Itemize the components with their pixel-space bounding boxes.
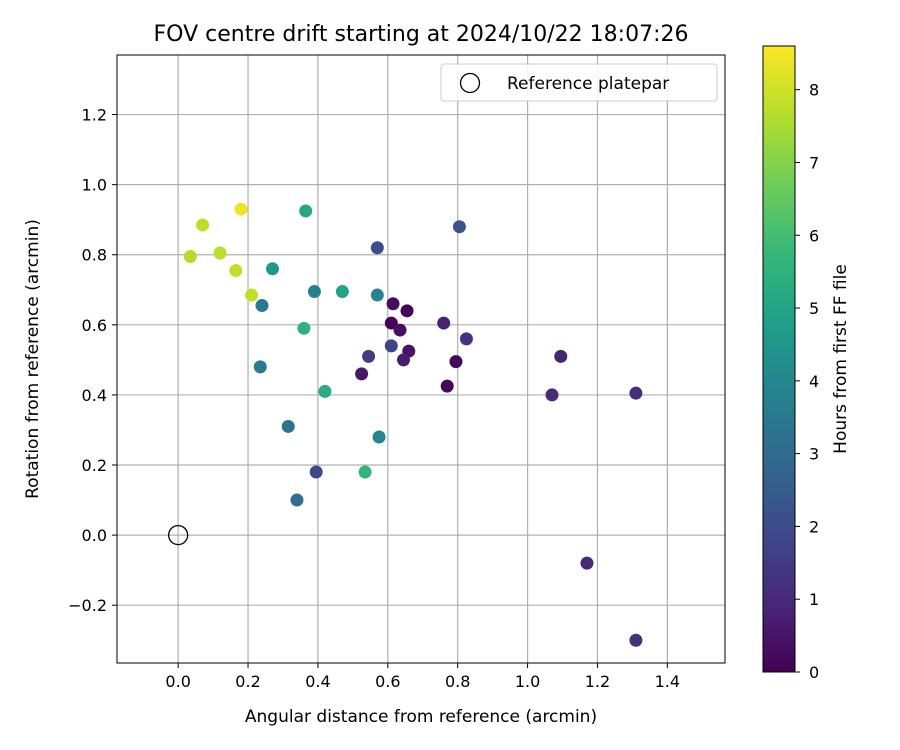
colorbar-tick-label: 2 <box>809 517 819 536</box>
colorbar-tick-label: 0 <box>809 663 819 682</box>
colorbar-label: Hours from first FF file <box>831 264 851 454</box>
colorbar-tick-label: 8 <box>809 81 819 100</box>
scatter-point <box>545 388 559 402</box>
reference-platepar-point <box>167 524 189 546</box>
x-tick-label: 0.4 <box>305 672 330 691</box>
colorbar-tick-label: 7 <box>809 153 819 172</box>
chart-title: FOV centre drift starting at 2024/10/22 … <box>154 22 689 47</box>
scatter-point <box>370 241 384 255</box>
scatter-point <box>290 493 304 507</box>
legend-label: Reference platepar <box>507 74 669 94</box>
scatter-point <box>297 321 311 335</box>
grid-lines <box>117 55 725 663</box>
scatter-point <box>437 316 451 330</box>
scatter-point <box>400 304 414 318</box>
scatter-point <box>370 288 384 302</box>
data-points <box>167 202 643 647</box>
scatter-point <box>213 246 227 260</box>
y-tick-label: 1.2 <box>82 106 107 125</box>
x-tick-label: 1.2 <box>585 672 610 691</box>
scatter-point <box>255 299 269 313</box>
y-axis-label: Rotation from reference (arcmin) <box>23 219 43 499</box>
scatter-point <box>629 633 643 647</box>
scatter-point <box>449 355 463 369</box>
scatter-point <box>554 349 568 363</box>
scatter-point <box>384 316 398 330</box>
scatter-point <box>335 285 349 299</box>
x-tick-label: 1.0 <box>515 672 540 691</box>
y-tick-label: −0.2 <box>68 596 107 615</box>
scatter-point <box>196 218 210 232</box>
scatter-point <box>459 332 473 346</box>
colorbar: 0 1 2 3 4 5 6 7 8 Hours from first FF file <box>762 45 851 682</box>
scatter-point <box>629 386 643 400</box>
colorbar-tick-label: 4 <box>809 372 819 391</box>
colorbar-tick-label: 5 <box>809 299 819 318</box>
y-tick-label: 0.6 <box>82 316 107 335</box>
legend: Reference platepar <box>440 63 718 102</box>
y-tick-label: 0.0 <box>82 526 107 545</box>
x-tick-label: 0.2 <box>235 672 260 691</box>
scatter-point <box>253 360 267 374</box>
colorbar-tick-label: 1 <box>809 590 819 609</box>
x-tick-label: 0.8 <box>445 672 470 691</box>
scatter-point <box>580 556 594 570</box>
colorbar-tick-label: 6 <box>809 226 819 245</box>
y-tick-label: 0.8 <box>82 246 107 265</box>
scatter-point <box>307 285 321 299</box>
scatter-point <box>362 349 376 363</box>
scatter-point <box>355 367 369 381</box>
scatter-point <box>299 204 313 218</box>
scatter-point <box>372 430 386 444</box>
x-axis-ticks: 0.0 0.2 0.4 0.6 0.8 1.0 1.2 1.4 <box>165 663 680 691</box>
x-tick-label: 0.0 <box>165 672 190 691</box>
scatter-point <box>281 419 295 433</box>
scatter-point <box>318 384 332 398</box>
scatter-point <box>440 379 454 393</box>
scatter-point <box>384 339 398 353</box>
x-axis-label: Angular distance from reference (arcmin) <box>245 707 597 727</box>
scatter-point <box>234 202 248 216</box>
colorbar-tick-label: 3 <box>809 445 819 464</box>
y-tick-label: 0.4 <box>82 386 107 405</box>
scatter-point <box>452 220 466 234</box>
scatter-point <box>183 249 197 263</box>
legend-box <box>440 63 718 102</box>
colorbar-ticks: 0 1 2 3 4 5 6 7 8 <box>795 81 819 682</box>
colorbar-bar <box>762 45 796 673</box>
legend-reference-marker-icon <box>459 72 481 94</box>
scatter-point <box>265 262 279 276</box>
scatter-point <box>358 465 372 479</box>
scatter-point <box>393 323 407 337</box>
scatter-point <box>229 264 243 278</box>
scatter-point <box>309 465 323 479</box>
x-tick-label: 0.6 <box>375 672 400 691</box>
scatter-point <box>245 288 259 302</box>
x-tick-label: 1.4 <box>655 672 680 691</box>
y-tick-label: 1.0 <box>82 176 107 195</box>
y-axis-ticks: −0.2 0.0 0.2 0.4 0.6 0.8 1.0 1.2 <box>68 106 117 615</box>
scatter-point <box>397 353 411 367</box>
plot-frame <box>116 54 726 664</box>
scatter-point <box>386 297 400 311</box>
y-tick-label: 0.2 <box>82 456 107 475</box>
